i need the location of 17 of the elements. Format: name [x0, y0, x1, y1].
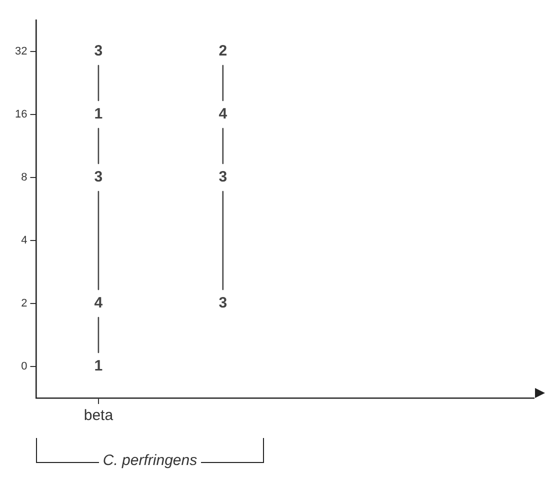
- data-label: 4: [94, 294, 104, 312]
- data-label: 1: [94, 106, 103, 123]
- text: C. perfringens: [98, 452, 202, 469]
- data-label: 3: [94, 42, 103, 60]
- data-label: 3: [218, 168, 228, 186]
- y-tick-label: 0: [21, 360, 28, 373]
- y-tick-label: 32: [14, 46, 28, 58]
- y-tick-label: 8: [21, 172, 28, 184]
- y-tick-label: 2: [21, 298, 28, 310]
- y-tick-label: 4: [21, 234, 28, 247]
- data-label: 1: [94, 358, 103, 375]
- data-label: 4: [218, 106, 228, 123]
- y-tick-label: 16: [14, 108, 28, 121]
- data-label: 3: [94, 168, 103, 186]
- data-label: 2: [218, 42, 228, 60]
- x-tick-label: beta: [84, 407, 114, 424]
- data-label: 3: [218, 294, 228, 312]
